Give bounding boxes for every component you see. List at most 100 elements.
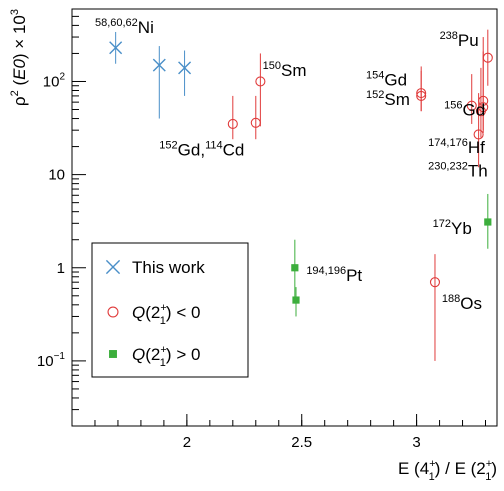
mass-number: 152	[366, 89, 384, 101]
element-symbol: Pt	[346, 266, 362, 285]
y-axis-label-italic: E0	[10, 59, 29, 80]
circle-marker	[416, 90, 427, 101]
legend-text: (2	[145, 345, 160, 364]
nucleus-label: 194,196Pt	[306, 265, 362, 285]
plot-frame	[71, 8, 498, 427]
x-axis-label: E (4+ 1) / E (2+ 1)	[398, 458, 497, 483]
element-symbol: Th	[468, 162, 488, 181]
mass-number: 150	[263, 60, 281, 72]
circle-marker	[107, 306, 119, 318]
square-marker	[291, 264, 299, 272]
y-axis-label: ρ2 (E0) × 103	[9, 9, 29, 106]
element-symbol: Hf	[468, 138, 485, 157]
legend-text: (2	[145, 303, 160, 322]
mass-number: 58,60,62	[95, 17, 138, 29]
element-symbol: Cd	[223, 141, 245, 160]
y-tick-base: 10	[43, 73, 60, 90]
element-symbol: Gd	[463, 101, 486, 120]
mass-number: 230,232	[428, 161, 468, 173]
legend-text: )	[166, 345, 172, 364]
x-axis-label-part: )	[491, 459, 497, 478]
y-axis-label-part: ) × 10	[10, 15, 29, 59]
square-marker	[292, 296, 300, 304]
circle-marker	[478, 102, 489, 113]
legend-entry: This work	[132, 258, 205, 277]
nucleus-label: 152Sm	[366, 89, 410, 109]
y-axis-label-sup: 3	[9, 9, 21, 15]
legend-text-italic: Q	[132, 345, 145, 364]
y-tick-base: 10	[48, 167, 65, 184]
legend-text: This work	[132, 258, 205, 277]
y-tick-label: 10−1	[37, 351, 66, 370]
mass-number: 174,176	[428, 137, 468, 149]
mass-number: 114	[205, 140, 223, 152]
element-symbol: Gd,	[178, 141, 205, 160]
y-tick-label: 102	[43, 71, 66, 90]
nucleus-label: 172Yb	[433, 218, 472, 238]
square-marker	[484, 218, 492, 226]
circle-marker	[255, 76, 266, 87]
y-axis-label-part: ρ	[10, 96, 29, 106]
nucleus-label: 152Gd,114Cd	[159, 140, 244, 160]
circle-marker	[429, 277, 441, 288]
nucleus-label: 58,60,62Ni	[95, 17, 154, 37]
x-tick-label: 2.5	[291, 434, 312, 451]
mass-number: 194,196	[306, 265, 346, 277]
circle-marker	[473, 129, 484, 140]
nucleus-label: 230,232Th	[428, 161, 488, 181]
x-axis-label-sub: 1	[429, 471, 435, 483]
x-marker	[178, 61, 192, 75]
legend-text: > 0	[172, 345, 201, 364]
legend-text-italic: Q	[132, 303, 145, 322]
y-tick-exponent: 2	[59, 71, 65, 82]
element-symbol: Os	[460, 294, 482, 313]
x-marker	[105, 259, 121, 275]
circle-marker	[416, 88, 427, 99]
x-axis-label-sub: 1	[485, 471, 491, 483]
mass-number: 156	[444, 100, 462, 112]
y-tick-base: 10	[37, 353, 54, 370]
y-axis-label-sup: 2	[9, 90, 21, 96]
legend-sup: +	[160, 344, 166, 356]
nucleus-label: 156Gd	[444, 100, 485, 120]
element-symbol: Pu	[458, 31, 479, 50]
x-axis-label-sup: +	[486, 458, 492, 470]
mass-number: 154	[366, 70, 384, 82]
x-tick-label: 2	[183, 434, 191, 451]
mass-number: 238	[440, 30, 458, 42]
legend-sub: 1	[160, 357, 166, 369]
legend-sup: +	[160, 302, 166, 314]
element-symbol: Sm	[281, 61, 307, 80]
circle-marker	[482, 52, 493, 63]
element-symbol: Sm	[384, 90, 410, 109]
y-tick-label: 10	[48, 167, 65, 184]
nucleus-label: 238Pu	[440, 30, 479, 50]
legend-entry: Q(2+ 1) > 0	[132, 344, 200, 369]
legend-text: < 0	[172, 303, 201, 322]
legend-sub: 1	[160, 315, 166, 327]
nucleus-label: 150Sm	[263, 60, 307, 80]
element-symbol: Gd	[384, 71, 407, 90]
element-symbol: Yb	[451, 219, 472, 238]
circle-marker	[466, 100, 477, 111]
square-marker	[109, 350, 117, 358]
nucleus-label: 188Os	[442, 293, 482, 313]
x-marker	[152, 58, 166, 72]
x-axis-label-sup: +	[429, 458, 435, 470]
nucleus-label: 174,176Hf	[428, 137, 485, 157]
y-tick-label: 1	[57, 260, 65, 277]
circle-marker	[227, 118, 238, 129]
mass-number: 172	[433, 218, 451, 230]
nucleus-label: 154Gd	[366, 70, 407, 90]
circle-marker	[478, 95, 489, 106]
circle-marker	[250, 117, 261, 128]
x-axis-label-part: ) / E (2	[435, 459, 486, 478]
mass-number: 188	[442, 293, 460, 305]
x-axis-label-part: E (4	[398, 459, 429, 478]
x-marker	[109, 41, 123, 55]
legend-text: )	[166, 303, 172, 322]
element-symbol: Ni	[138, 18, 154, 37]
y-axis-label-part: (	[10, 80, 29, 91]
